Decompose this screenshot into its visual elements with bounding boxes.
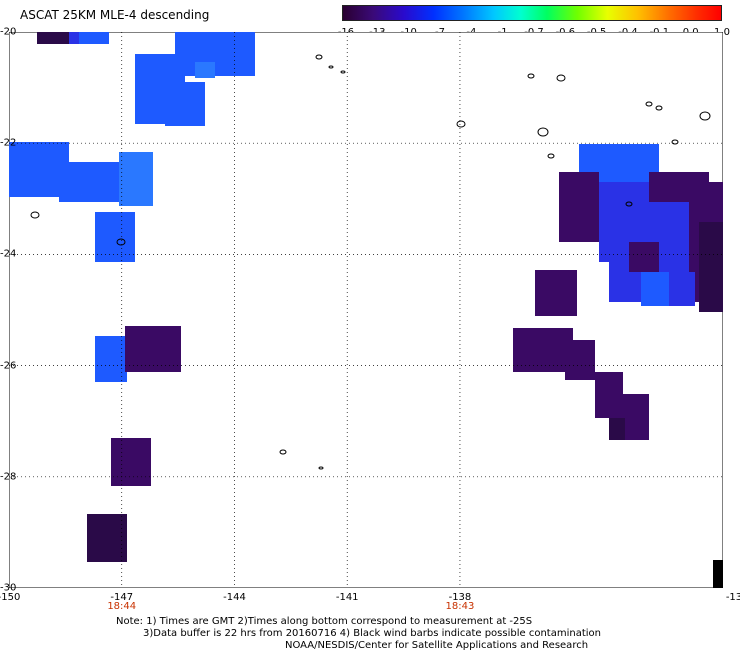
longitude-tick-label: -150 (0, 592, 21, 603)
island-outline (699, 111, 711, 121)
longitude-tick-label: -144 (223, 592, 246, 603)
island-outline (547, 153, 555, 159)
latitude-tick-label: -26 (0, 360, 17, 372)
wind-data-cell (119, 152, 153, 206)
wind-data-cell (87, 514, 127, 562)
time-label: 18:44 (107, 601, 137, 612)
island-outline (556, 74, 566, 82)
island-outline (671, 139, 679, 145)
island-outline (537, 127, 549, 137)
island-outline (328, 65, 334, 69)
longitude-tick-label: -147 (110, 592, 134, 603)
island-outline (116, 238, 126, 246)
wind-data-cell (59, 162, 119, 202)
wind-data-cell (609, 418, 625, 440)
colorbar (342, 5, 722, 21)
island-outline (645, 101, 653, 107)
wind-data-cell (125, 326, 181, 372)
wind-data-cell (595, 372, 623, 418)
wind-data-cell (111, 438, 151, 486)
map-plot (9, 32, 723, 588)
wind-data-cell (95, 336, 127, 382)
wind-data-cell (95, 212, 135, 262)
lat-lon-grid (9, 32, 723, 588)
wind-data-cell (37, 32, 77, 44)
wind-data-cell (195, 62, 215, 78)
latitude-tick-label: -20 (0, 26, 17, 38)
latitude-tick-label: -30 (0, 582, 17, 594)
wind-data-cell (535, 270, 577, 316)
island-outline (315, 54, 323, 60)
wind-data-cell (565, 340, 595, 380)
map-title: ASCAT 25KM MLE-4 descending (20, 8, 210, 22)
island-outlines (30, 54, 711, 470)
wind-data-cell (69, 32, 79, 44)
island-outline (340, 70, 346, 74)
wind-data-cell (629, 242, 659, 272)
wind-data-cell (669, 272, 695, 306)
island-outline (279, 449, 287, 455)
longitude-tick-label: -141 (335, 592, 359, 603)
island-outline (625, 201, 633, 207)
longitude-tick-label: -138 (448, 592, 472, 603)
wind-data-cell (79, 32, 109, 44)
wind-data-cell (621, 394, 649, 440)
wind-data-cell (513, 328, 573, 372)
latitude-tick-label: -24 (0, 248, 17, 260)
island-outline (30, 211, 40, 219)
latitude-tick-label: -22 (0, 137, 17, 149)
wind-data-cell (559, 172, 599, 242)
longitude-tick-label: -13 (725, 592, 740, 603)
wind-data-cell (699, 222, 723, 312)
note-line-2: 3)Data buffer is 22 hrs from 20160716 4)… (143, 628, 601, 639)
wind-data-cell (165, 82, 205, 126)
wind-data-swath (9, 32, 723, 588)
time-label: 18:43 (445, 601, 475, 612)
latitude-tick-label: -28 (0, 471, 17, 483)
note-line-3: NOAA/NESDIS/Center for Satellite Applica… (285, 640, 589, 651)
island-outline (527, 73, 535, 79)
wind-data-cell (713, 560, 723, 588)
note-line-1: Note: 1) Times are GMT 2)Times along bot… (116, 616, 533, 627)
island-outline (456, 120, 466, 128)
island-outline (655, 105, 663, 111)
island-outline (318, 466, 324, 470)
